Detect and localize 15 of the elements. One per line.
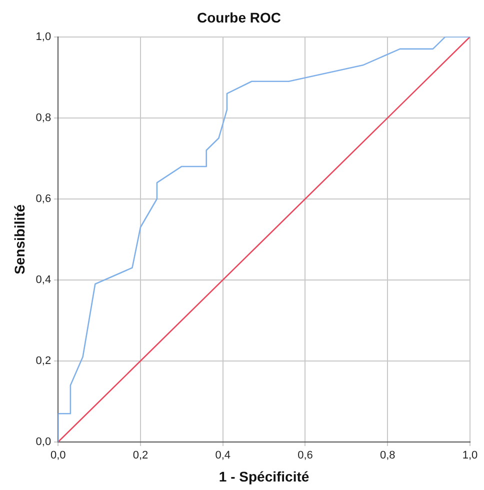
x-tick-label: 0,2 <box>132 450 148 462</box>
chart-title: Courbe ROC <box>197 9 281 26</box>
y-tick-label: 1,0 <box>36 30 52 43</box>
x-tick-label: 0,0 <box>50 450 66 462</box>
x-axis-title: 1 - Spécificité <box>218 468 310 484</box>
x-tick-label: 1,0 <box>462 450 478 462</box>
y-tick-label: 0,4 <box>36 274 52 286</box>
x-tick-label: 0,4 <box>215 450 231 462</box>
y-tick-label: 0,2 <box>36 354 52 367</box>
y-tick-label: 0,6 <box>36 192 52 205</box>
y-tick-label: 0,0 <box>36 436 52 448</box>
x-tick-label: 0,6 <box>298 450 313 462</box>
y-axis-title: Sensibilité <box>11 204 28 274</box>
x-tick-label: 0,8 <box>380 450 396 462</box>
y-tick-label: 0,8 <box>36 112 52 124</box>
